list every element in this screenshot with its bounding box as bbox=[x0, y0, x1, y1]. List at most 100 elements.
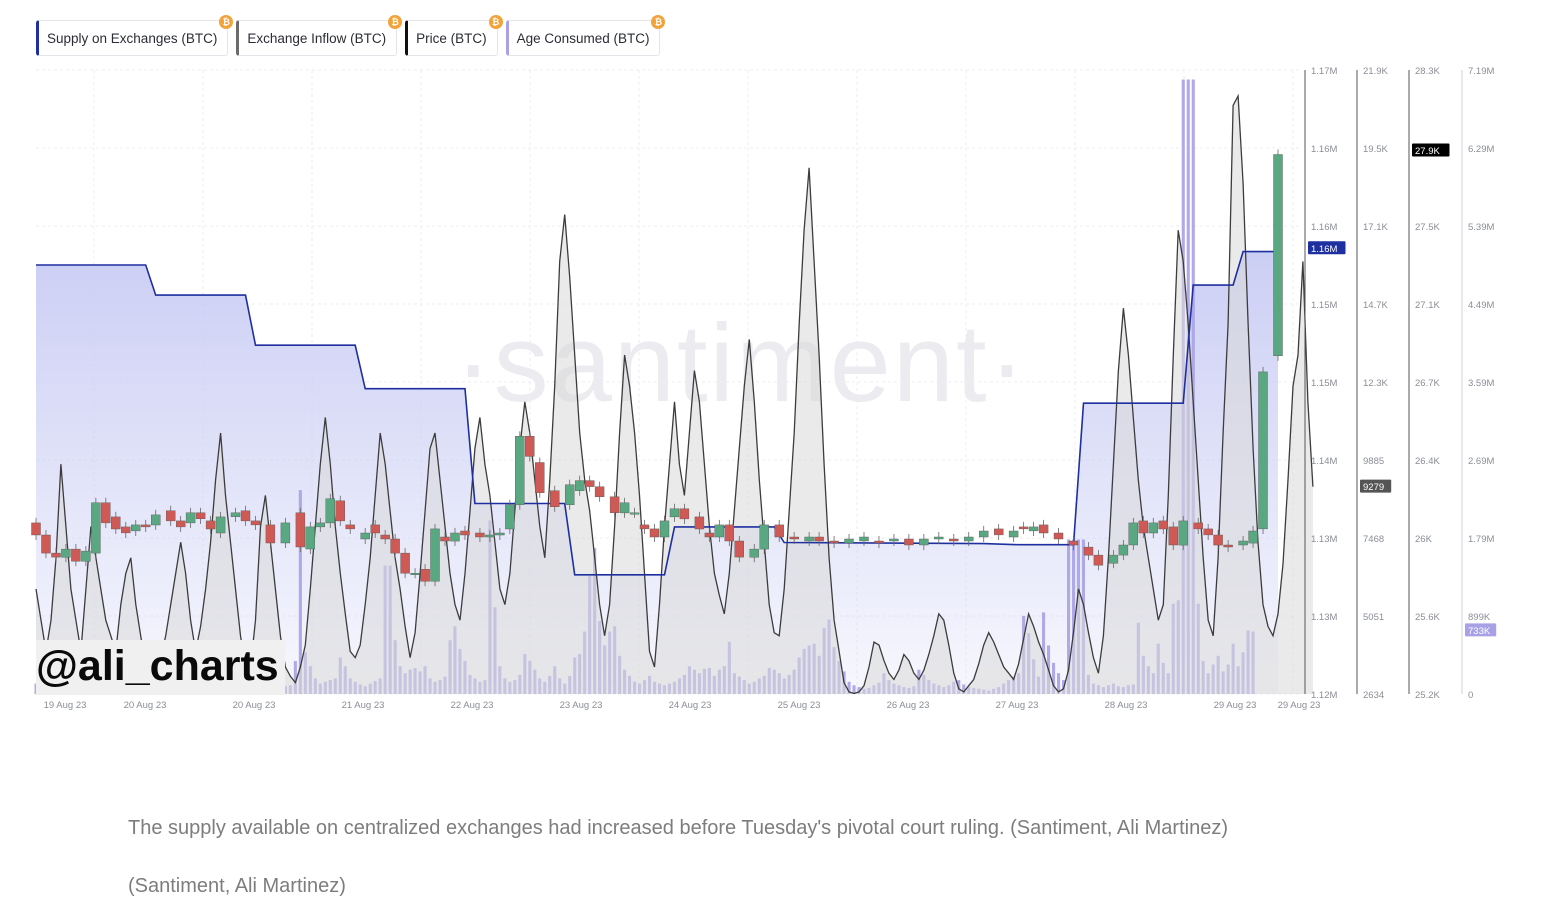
price-candle-up bbox=[360, 532, 370, 540]
y-tick-label: 7.19M bbox=[1468, 66, 1494, 77]
price-candle-down bbox=[175, 520, 186, 528]
price-candle-up bbox=[759, 524, 769, 550]
price-candle-up bbox=[325, 498, 335, 524]
legend-item-age-consumed[interactable]: Age Consumed (BTC) ₿ bbox=[505, 15, 666, 56]
price-candle-down bbox=[51, 552, 61, 558]
price-candle-up bbox=[1148, 522, 1159, 534]
y-tick-label: 26K bbox=[1415, 534, 1433, 545]
x-tick-label: 21 Aug 23 bbox=[342, 700, 385, 711]
chart-legend: Supply on Exchanges (BTC) ₿ Exchange Inf… bbox=[36, 15, 666, 56]
y-tick-label: 2.69M bbox=[1468, 456, 1494, 467]
price-candle-down bbox=[380, 534, 390, 540]
price-candle-up bbox=[450, 532, 460, 542]
price-candle-down bbox=[295, 512, 306, 548]
price-candle-down bbox=[165, 510, 176, 522]
price-candle-down bbox=[250, 520, 261, 526]
price-candle-up bbox=[804, 536, 814, 542]
price-candle-down bbox=[121, 526, 131, 534]
price-candle-up bbox=[230, 512, 241, 517]
y-tick-label: 21.9K bbox=[1363, 66, 1388, 77]
price-candle-down bbox=[1193, 522, 1203, 530]
x-tick-label: 19 Aug 23 bbox=[44, 700, 87, 711]
y-tick-label: 1.17M bbox=[1311, 66, 1337, 77]
y-tick-label: 26.7K bbox=[1415, 378, 1440, 389]
y-tick-label: 1.14M bbox=[1311, 456, 1337, 467]
price-candle-down bbox=[1083, 546, 1094, 556]
y-tick-label: 28.3K bbox=[1415, 66, 1440, 77]
price-candle-down bbox=[140, 524, 151, 528]
price-candle-down bbox=[1053, 532, 1064, 540]
price-candle-up bbox=[150, 514, 161, 526]
legend-label: Exchange Inflow (BTC) bbox=[247, 30, 387, 46]
bitcoin-icon: ₿ bbox=[488, 15, 503, 29]
price-candle-down bbox=[111, 516, 121, 530]
price-candle-up bbox=[515, 436, 525, 505]
age-consumed-bar bbox=[852, 685, 856, 694]
price-candle-down bbox=[1158, 520, 1169, 530]
price-candle-down bbox=[525, 436, 535, 457]
legend-item-supply-on-exchanges[interactable]: Supply on Exchanges (BTC) ₿ bbox=[36, 15, 234, 56]
age-consumed-bar bbox=[1191, 79, 1195, 694]
price-candle-up bbox=[1008, 530, 1019, 538]
age-consumed-bar bbox=[857, 687, 861, 694]
legend-item-exchange-inflow[interactable]: Exchange Inflow (BTC) ₿ bbox=[236, 15, 403, 56]
legend-item-price[interactable]: Price (BTC) ₿ bbox=[405, 15, 503, 56]
price-candle-up bbox=[964, 536, 974, 542]
y-tick-label: 1.16M bbox=[1311, 144, 1337, 155]
price-candle-down bbox=[994, 528, 1004, 536]
y-tick-label: 27.5K bbox=[1415, 222, 1440, 233]
price-candle-up bbox=[91, 502, 101, 554]
y-axis-value-badge bbox=[1412, 143, 1450, 157]
price-candle-down bbox=[1168, 526, 1179, 546]
price-candle-down bbox=[71, 548, 81, 562]
price-candle-up bbox=[629, 512, 640, 515]
price-candle-up bbox=[305, 526, 315, 550]
price-candle-up bbox=[215, 516, 226, 534]
y-tick-label: 4.49M bbox=[1468, 300, 1494, 311]
y-tick-label: 6.29M bbox=[1468, 144, 1494, 155]
y-tick-label: 17.1K bbox=[1363, 222, 1388, 233]
figure-caption: The supply available on centralized exch… bbox=[128, 817, 1228, 839]
y-tick-label: 1.13M bbox=[1311, 612, 1337, 623]
price-candle-down bbox=[1093, 554, 1104, 566]
bitcoin-icon: ₿ bbox=[651, 15, 666, 29]
age-consumed-bar bbox=[1067, 539, 1071, 694]
x-tick-label: 26 Aug 23 bbox=[887, 700, 930, 711]
price-candle-down bbox=[535, 462, 545, 493]
y-axis-value-badge bbox=[1465, 623, 1497, 637]
figure-credit: (Santiment, Ali Martinez) bbox=[128, 875, 346, 897]
price-candle-up bbox=[1273, 154, 1283, 357]
author-handle: @ali_charts bbox=[36, 640, 285, 695]
age-consumed-bar bbox=[298, 490, 302, 694]
price-candle-up bbox=[1128, 522, 1139, 546]
price-candle-down bbox=[345, 524, 355, 530]
age-consumed-bar bbox=[293, 661, 297, 694]
price-candle-down bbox=[390, 538, 400, 554]
price-candle-down bbox=[774, 524, 784, 538]
price-candle-up bbox=[1258, 371, 1268, 530]
price-candle-up bbox=[575, 480, 585, 491]
legend-label: Price (BTC) bbox=[416, 30, 487, 46]
price-candle-down bbox=[41, 534, 51, 554]
y-tick-label: 899K bbox=[1468, 612, 1491, 623]
price-candle-down bbox=[649, 528, 660, 538]
y-tick-label: 27.1K bbox=[1415, 300, 1440, 311]
price-candle-up bbox=[1028, 526, 1039, 532]
price-candle-down bbox=[704, 532, 715, 538]
price-candle-up bbox=[185, 512, 196, 524]
y-tick-label: 25.2K bbox=[1415, 690, 1440, 701]
price-candle-down bbox=[789, 536, 799, 540]
bitcoin-icon: ₿ bbox=[388, 15, 403, 29]
y-tick-label: 5.39M bbox=[1468, 222, 1494, 233]
price-candle-up bbox=[859, 536, 869, 542]
chart-canvas: 19 Aug 23 20 Aug 23 20 Aug 23 21 Aug 23 22 A… bbox=[31, 66, 1497, 711]
x-axis: 19 Aug 23 20 Aug 23 20 Aug 23 21 Aug 23 22 A… bbox=[44, 700, 1321, 711]
price-candles bbox=[31, 149, 1283, 587]
price-candle-up bbox=[714, 524, 724, 538]
x-tick-label: 25 Aug 23 bbox=[778, 700, 821, 711]
price-candle-down bbox=[724, 524, 734, 542]
price-candle-down bbox=[335, 500, 345, 522]
y-tick-label: 1.16M bbox=[1311, 222, 1337, 233]
price-candle-up bbox=[1178, 520, 1188, 546]
price-candle-down bbox=[1018, 526, 1029, 530]
